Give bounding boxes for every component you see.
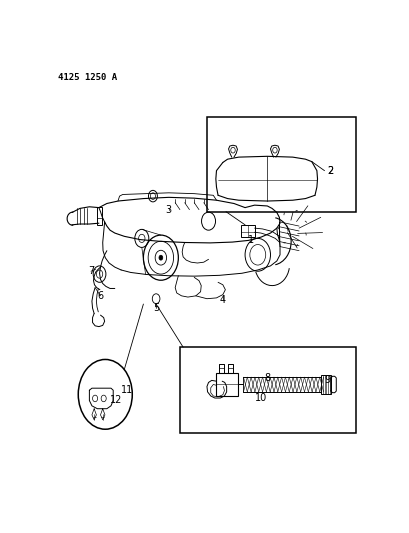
Text: 8: 8 [264,373,270,383]
Bar [180,347,355,433]
Text: 7: 7 [88,266,94,276]
Text: 5: 5 [153,303,159,313]
Bar [240,225,254,237]
Text: 11: 11 [121,385,133,395]
Circle shape [159,255,162,260]
Bar [321,375,330,393]
Text: 10: 10 [254,393,266,403]
Text: 2: 2 [327,166,333,176]
Text: 9: 9 [324,375,330,385]
Text: 2: 2 [327,166,333,176]
Text: 3: 3 [165,205,171,215]
Text: 1: 1 [248,236,254,245]
Text: 4125 1250 A: 4125 1250 A [57,73,117,82]
Bar [97,207,102,225]
Bar [216,373,238,397]
Text: 12: 12 [110,395,122,406]
Text: 6: 6 [97,291,103,301]
Text: 4: 4 [219,295,225,305]
Bar [207,117,355,212]
